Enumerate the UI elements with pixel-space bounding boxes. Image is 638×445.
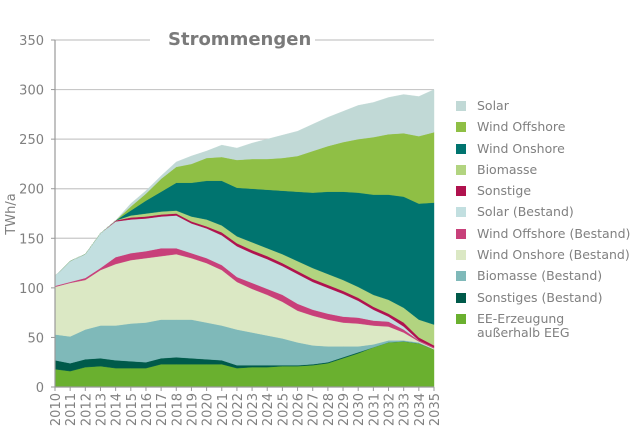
axes [51, 39, 435, 391]
y-tick-label: 350 [19, 34, 44, 49]
legend-label: Solar (Bestand) [477, 204, 574, 220]
area-solar [54, 89, 435, 277]
y-tick-label: 250 [19, 133, 44, 148]
x-tick-label: 2035 [428, 393, 443, 426]
legend-swatch [456, 313, 466, 324]
x-tick-label: 2017 [155, 393, 170, 426]
y-axis-label: TWh/a [4, 193, 19, 235]
legend-item-ee-erzeugung-au-erhalb-eeg: EE-Erzeugung außerhalb EEG [456, 311, 630, 339]
legend-item-biomasse: Biomasse [456, 161, 630, 184]
chart-title: Strommengen [168, 29, 311, 50]
x-tick-label: 2023 [246, 393, 261, 426]
x-tick-label: 2025 [276, 393, 291, 426]
legend-swatch [456, 292, 466, 303]
legend-item-wind-offshore: Wind Offshore [456, 120, 630, 141]
legend-label: Sonstiges (Bestand) [477, 289, 603, 305]
x-tick-label: 2033 [398, 393, 413, 426]
x-tick-label: 2031 [367, 393, 382, 426]
legend-label: Wind Onshore (Bestand) [477, 247, 630, 263]
legend-item-solar-bestand: Solar (Bestand) [456, 205, 630, 226]
legend-item-solar: Solar [456, 99, 630, 120]
x-tick-label: 2034 [413, 393, 428, 426]
x-tick-label: 2013 [94, 393, 109, 426]
legend-label: EE-Erzeugung außerhalb EEG [477, 310, 570, 340]
legend-label: Wind Onshore [477, 140, 565, 156]
x-tick-label: 2028 [322, 393, 337, 426]
legend-swatch [456, 164, 466, 175]
title-background [150, 27, 315, 51]
x-tick-label: 2012 [79, 393, 94, 426]
x-tick-label: 2027 [307, 393, 322, 426]
x-tick-label: 2019 [185, 393, 200, 426]
x-tick-label: 2026 [292, 393, 307, 426]
y-tick-label: 50 [27, 331, 44, 346]
legend-label: Wind Offshore [477, 119, 566, 135]
legend-item-wind-offshore-bestand: Wind Offshore (Bestand) [456, 225, 631, 248]
y-tick-labels: 0 50 100 150 200 250 300 350 [19, 34, 44, 396]
y-tick-label: 200 [19, 183, 44, 198]
x-tick-labels: 2010 2011 2012 2013 2014 2015 2016 2017 2018 2019… [49, 393, 443, 426]
legend-swatch [456, 250, 466, 261]
legend-label: Wind Offshore (Bestand) [477, 225, 631, 241]
legend-swatch [456, 122, 466, 133]
legend-swatch [456, 207, 466, 218]
x-tick-label: 2022 [231, 393, 246, 426]
x-tick-label: 2010 [49, 393, 64, 426]
x-tick-label: 2016 [140, 393, 155, 426]
legend: Solar Wind Offshore Wind Onshore Biomasse So… [456, 99, 631, 339]
legend-label: Solar [477, 98, 509, 113]
x-tick-label: 2030 [352, 393, 367, 426]
legend-item-wind-onshore: Wind Onshore [456, 140, 630, 163]
y-tick-label: 100 [19, 282, 44, 297]
x-tick-label: 2020 [201, 393, 216, 426]
x-tick-label: 2014 [110, 393, 125, 426]
x-tick-label: 2018 [170, 393, 185, 426]
y-tick-label: 300 [19, 84, 44, 99]
area-layers [54, 89, 435, 388]
legend-swatch [456, 186, 466, 197]
x-tick-label: 2015 [125, 393, 140, 426]
legend-label: Biomasse [477, 161, 538, 177]
x-tick-label: 2021 [216, 393, 231, 426]
legend-label: Biomasse (Bestand) [477, 268, 603, 284]
legend-label: Sonstige [477, 183, 532, 199]
legend-swatch [456, 271, 466, 282]
legend-item-wind-onshore-bestand: Wind Onshore (Bestand) [456, 248, 630, 269]
x-tick-label: 2032 [383, 393, 398, 426]
legend-swatch [456, 228, 466, 239]
x-tick-label: 2024 [261, 393, 276, 426]
x-tick-label: 2029 [337, 393, 352, 426]
legend-item-sonstiges-bestand: Sonstiges (Bestand) [456, 289, 630, 312]
legend-swatch [456, 101, 466, 111]
legend-swatch [456, 143, 466, 154]
x-tick-label: 2011 [64, 393, 79, 426]
legend-item-biomasse-bestand: Biomasse (Bestand) [456, 269, 630, 290]
y-tick-label: 150 [19, 232, 44, 247]
legend-item-sonstige: Sonstige [456, 184, 630, 205]
y-tick-label: 0 [36, 381, 44, 396]
